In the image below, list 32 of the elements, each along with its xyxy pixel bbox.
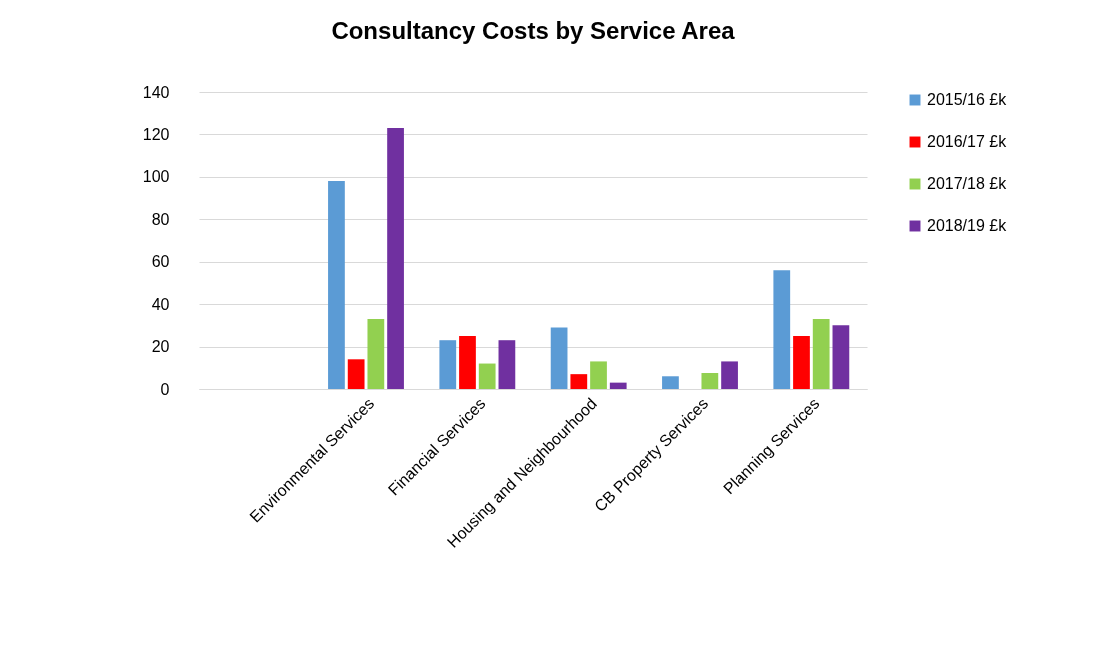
y-tick-label: 20 xyxy=(151,338,170,356)
bar xyxy=(773,270,791,389)
bar xyxy=(550,327,568,389)
chart-title: Consultancy Costs by Service Area xyxy=(331,17,736,44)
bar xyxy=(439,340,457,389)
bar xyxy=(498,340,516,389)
bar xyxy=(478,363,496,389)
legend-label: 2018/19 £k xyxy=(927,217,1008,234)
y-tick-label: 40 xyxy=(151,295,170,313)
bar xyxy=(609,382,627,389)
bar xyxy=(662,376,679,389)
bar xyxy=(387,128,404,389)
y-tick-label: 60 xyxy=(151,253,170,271)
y-tick-label: 120 xyxy=(142,125,170,143)
legend-label: 2016/17 £k xyxy=(927,133,1008,150)
bar xyxy=(590,361,607,389)
legend-label: 2017/18 £k xyxy=(927,175,1008,192)
bar xyxy=(347,359,365,389)
bar xyxy=(701,373,719,389)
bar xyxy=(812,318,830,389)
y-tick-label: 100 xyxy=(142,168,170,186)
bar xyxy=(570,374,588,389)
bar xyxy=(793,335,810,389)
y-tick-label: 80 xyxy=(151,210,170,228)
bar xyxy=(459,335,476,389)
bar xyxy=(328,181,345,389)
bar xyxy=(367,318,385,389)
y-tick-label: 140 xyxy=(142,83,170,101)
legend-label: 2015/16 £k xyxy=(927,91,1008,108)
y-tick-label: 0 xyxy=(160,380,170,398)
bar xyxy=(832,325,850,389)
bar xyxy=(721,361,738,389)
